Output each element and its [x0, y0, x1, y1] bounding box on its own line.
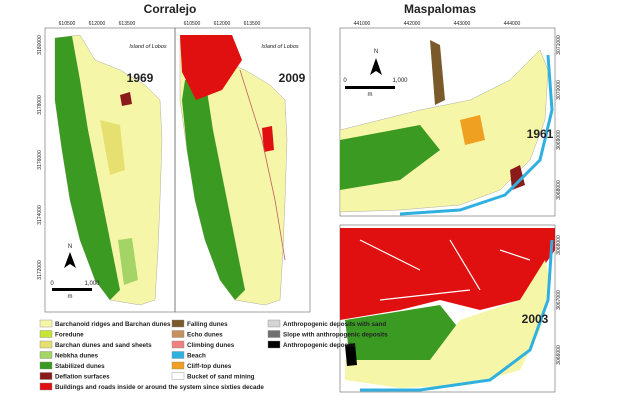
y-tick-label: 3176000	[37, 150, 43, 170]
sheets	[100, 120, 125, 175]
legend-label: Nebkha dunes	[55, 353, 99, 360]
legend-swatch	[267, 340, 281, 349]
legend-label: Falling dunes	[187, 321, 228, 328]
beach	[399, 54, 554, 216]
y-tick-label: 3070000	[556, 80, 562, 100]
scale-bar	[52, 288, 92, 291]
map-frame	[339, 27, 556, 217]
x-tick-label: 610500	[59, 21, 76, 27]
legend: Barchanoid ridges and Barchan dunes Fored…	[39, 319, 388, 391]
legend-swatch	[39, 351, 53, 359]
legend-swatch	[39, 319, 53, 328]
x-tick-label: 612000	[89, 21, 106, 27]
ticks: 610500 612000 613500 610500 612000 613500 4410…	[37, 21, 562, 365]
land	[345, 260, 550, 388]
legend-label: Slope with anthropogenic deposits	[283, 332, 388, 339]
north-label: N	[68, 244, 72, 250]
roads	[359, 239, 531, 301]
legend-swatch	[267, 330, 281, 338]
stabilized	[55, 36, 120, 300]
legend-swatch	[267, 319, 281, 328]
north-label: N	[374, 49, 378, 55]
legend-label: Bucket of sand mining	[187, 374, 255, 381]
x-tick-label: 443000	[454, 21, 471, 27]
legend-label: Barchan dunes and sand sheets	[55, 342, 152, 349]
scale-label: 1,000	[392, 78, 408, 84]
x-tick-label: 442000	[404, 21, 421, 27]
legend-swatch	[171, 319, 185, 328]
x-tick-label: 441000	[354, 21, 371, 27]
north-arrow	[370, 58, 382, 75]
scale-label: 1,000	[84, 281, 100, 287]
buildings	[180, 35, 242, 100]
year: 1961	[527, 127, 554, 141]
legend-swatch	[171, 340, 185, 349]
y-tick-label: 3178000	[37, 95, 43, 115]
y-tick-label: 3069000	[556, 130, 562, 150]
legend-swatch	[39, 372, 53, 380]
scale-label: 0	[343, 78, 347, 84]
x-tick-label: 444000	[504, 21, 521, 27]
x-tick-label: 612000	[214, 21, 231, 27]
y-tick-label: 3172000	[37, 260, 43, 280]
place-label: Island of Lobos	[261, 44, 299, 50]
legend-swatch	[39, 361, 53, 370]
title: Maspalomas	[404, 2, 476, 16]
legend-label: Deflation surfaces	[55, 374, 110, 381]
place-label: Island of Lobos	[129, 44, 167, 50]
year: 2003	[522, 312, 549, 326]
scale-bar	[345, 86, 395, 89]
buildings	[262, 126, 274, 152]
legend-swatch	[171, 330, 185, 338]
legend-swatch	[39, 330, 53, 338]
x-tick-label: 613500	[244, 21, 261, 27]
scale-unit: m	[68, 294, 73, 300]
legend-swatch	[39, 340, 53, 349]
legend-label: Echo dunes	[187, 332, 223, 339]
legend-label: Foredune	[55, 332, 84, 339]
falling	[430, 40, 445, 105]
year: 2009	[279, 71, 306, 85]
title: Corralejo	[144, 2, 197, 16]
beach	[360, 239, 554, 392]
stabilized	[345, 305, 460, 360]
y-tick-label: 3068000	[556, 180, 562, 200]
y-tick-label: 3067000	[556, 290, 562, 310]
nebkha	[118, 238, 138, 285]
y-tick-label: 3068000	[556, 235, 562, 255]
cliff-top	[460, 115, 485, 145]
y-tick-label: 3174000	[37, 205, 43, 225]
deflation	[120, 92, 132, 106]
y-tick-label: 3180000	[37, 35, 43, 55]
road	[239, 69, 286, 261]
legend-swatch	[39, 382, 53, 391]
legend-label: Anthropogenic deposits with sand	[283, 321, 386, 328]
scale-unit: m	[368, 92, 373, 98]
legend-label: Climbing dunes	[187, 342, 235, 349]
y-tick-label: 3066000	[556, 345, 562, 365]
legend-label: Stabilized dunes	[55, 363, 105, 370]
legend-swatch	[171, 372, 185, 380]
map-frame	[174, 27, 311, 313]
anthropogenic	[345, 343, 357, 366]
legend-label: Buildings and roads inside or around the…	[55, 384, 264, 391]
stabilized	[182, 78, 245, 300]
stabilized	[340, 125, 440, 190]
x-tick-label: 613500	[119, 21, 136, 27]
y-tick-label: 3071000	[556, 35, 562, 55]
scale-label: 0	[50, 281, 54, 287]
legend-label: Cliff-top dunes	[187, 363, 232, 370]
legend-swatch	[171, 361, 185, 370]
legend-label: Anthropogenic deposits	[283, 342, 356, 349]
deflation	[510, 165, 525, 190]
legend-label: Beach	[187, 353, 206, 360]
legend-swatch	[171, 351, 185, 359]
north-arrow	[64, 252, 76, 268]
year: 1969	[127, 71, 154, 85]
x-tick-label: 610500	[184, 21, 201, 27]
legend-label: Barchanoid ridges and Barchan dunes	[55, 321, 171, 328]
